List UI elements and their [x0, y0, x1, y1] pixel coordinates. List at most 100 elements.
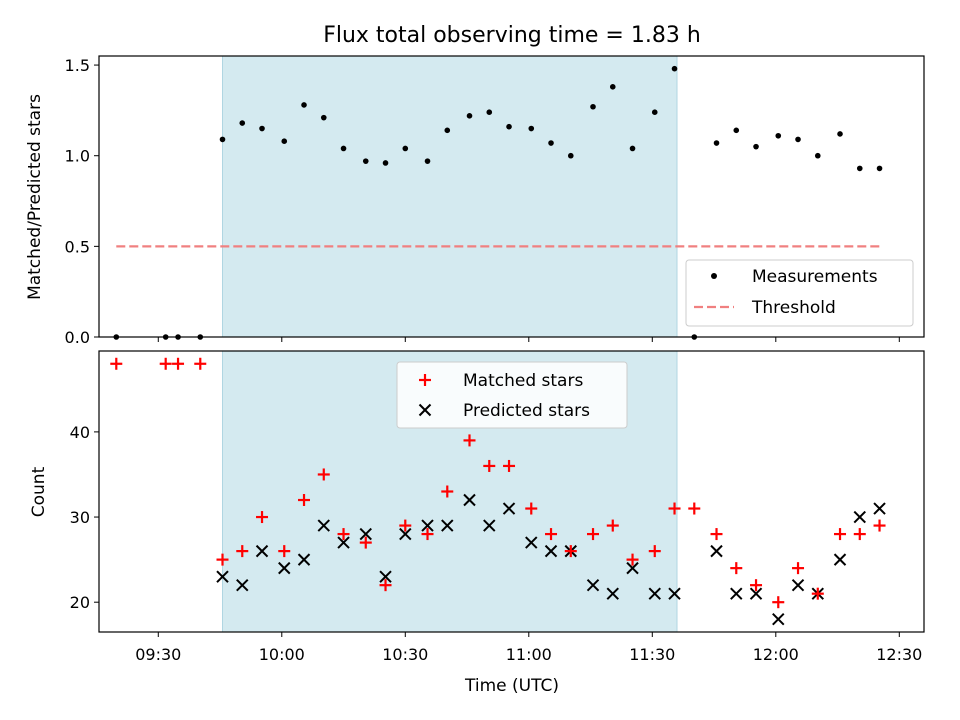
- measurement-point: [837, 131, 843, 137]
- matched-star-point: [648, 545, 661, 558]
- measurement-point: [219, 136, 226, 143]
- matched-star-point: [626, 553, 639, 566]
- top-observing-span: [222, 55, 678, 338]
- predicted-star-point: [749, 587, 763, 600]
- x-tick-label: 11:30: [629, 645, 675, 664]
- matched-star-point: [606, 519, 619, 532]
- predicted-star-point: [710, 544, 723, 558]
- legend-matched-label: Matched stars: [463, 371, 583, 391]
- bottom-legend: Matched stars Predicted stars: [396, 361, 628, 429]
- legend-measurement-marker: [711, 273, 717, 279]
- measurement-point: [340, 145, 347, 152]
- predicted-star-point: [278, 561, 291, 575]
- predicted-star-point: [791, 578, 805, 592]
- matched-star-point: [750, 579, 763, 592]
- matched-star-point: [772, 596, 785, 609]
- matched-star-point: [503, 459, 516, 472]
- bottom-y-tick-label: 40: [70, 423, 90, 442]
- matched-star-point: [194, 357, 207, 370]
- matched-star-point: [359, 536, 372, 549]
- bottom-legend-box: [396, 361, 628, 429]
- matched-star-point: [379, 579, 392, 592]
- predicted-star-point: [544, 544, 558, 558]
- top-y-tick-label: 0.5: [65, 237, 90, 256]
- top-y-axis-label: Matched/Predicted stars: [25, 94, 45, 300]
- matched-star-point: [159, 357, 172, 370]
- bottom-y-tick-label: 20: [70, 593, 90, 612]
- matched-star-point: [587, 528, 600, 541]
- measurement-point: [444, 127, 451, 134]
- measurement-point: [609, 84, 616, 90]
- measurement-point: [320, 114, 327, 121]
- bottom-plot-frame: [98, 350, 925, 633]
- predicted-star-point: [463, 493, 476, 507]
- matched-star-point: [298, 494, 311, 507]
- predicted-star-point: [317, 519, 330, 532]
- legend-predicted-marker: [418, 403, 432, 417]
- measurement-point: [733, 127, 740, 134]
- measurement-point: [567, 152, 574, 159]
- predicted-star-point: [441, 519, 454, 532]
- legend-matched-marker: [419, 374, 431, 386]
- top-y-tick-label: 1.5: [65, 56, 90, 75]
- predicted-star-point: [772, 613, 785, 626]
- matched-star-point: [278, 545, 291, 558]
- x-tick-label: 09:30: [135, 645, 181, 664]
- matched-star-point: [421, 528, 434, 541]
- measurement-point: [775, 132, 782, 139]
- measurement-point: [239, 120, 246, 126]
- measurement-point: [629, 145, 636, 152]
- predicted-star-point: [833, 553, 847, 566]
- measurement-point: [486, 109, 493, 115]
- predicted-star-point: [379, 570, 392, 583]
- predicted-star-point: [626, 561, 639, 575]
- predicted-star-point: [359, 527, 372, 541]
- predicted-star-point: [873, 502, 886, 515]
- matched-star-point: [545, 528, 558, 541]
- predicted-star-point: [525, 536, 538, 549]
- matched-star-point: [236, 545, 249, 558]
- x-axis-label: Time (UTC): [464, 676, 559, 696]
- predicted-star-point: [502, 502, 516, 515]
- measurement-point: [548, 140, 554, 146]
- top-legend-box: [685, 259, 914, 327]
- predicted-star-point: [297, 553, 311, 566]
- matched-star-point: [873, 519, 886, 532]
- measurement-point: [814, 152, 821, 159]
- top-y-tick-label: 1.0: [65, 147, 90, 166]
- legend-predicted-label: Predicted stars: [463, 401, 590, 421]
- predicted-star-point: [853, 510, 866, 524]
- measurement-point: [795, 136, 801, 143]
- matched-star-point: [110, 357, 123, 370]
- predicted-star-point: [236, 578, 249, 592]
- bottom-y-tick-label: 30: [70, 508, 90, 527]
- measurement-point: [382, 160, 389, 166]
- measurement-point: [671, 65, 678, 72]
- matched-star-point: [525, 502, 538, 515]
- matched-star-point: [811, 587, 824, 600]
- top-plot-frame: [98, 55, 925, 338]
- legend-measurements-label: Measurements: [752, 267, 878, 287]
- x-tick-label: 10:00: [259, 645, 305, 664]
- top-plot: 0.0 0.5 1.0 1.5 Matched/Predicted stars Mea…: [25, 55, 925, 347]
- measurement-point: [753, 143, 759, 150]
- x-tick-label: 11:00: [506, 645, 552, 664]
- measurement-point: [362, 158, 369, 164]
- x-tick-label: 12:30: [876, 645, 922, 664]
- chart-title: Flux total observing time = 1.83 h: [323, 23, 701, 48]
- measurement-point: [259, 125, 265, 132]
- matched-star-point: [710, 528, 723, 541]
- predicted-star-point: [586, 578, 600, 592]
- matched-star-point: [441, 485, 454, 498]
- matched-star-point: [337, 528, 350, 541]
- measurement-point: [590, 103, 596, 110]
- measurement-point: [466, 113, 473, 119]
- bottom-y-axis-label: Count: [29, 466, 49, 517]
- matched-star-point: [668, 502, 681, 515]
- legend-threshold-label: Threshold: [751, 298, 836, 318]
- matched-star-point: [216, 553, 229, 566]
- predicted-star-point: [648, 587, 661, 600]
- predicted-star-point: [668, 587, 681, 600]
- measurement-point: [281, 138, 288, 145]
